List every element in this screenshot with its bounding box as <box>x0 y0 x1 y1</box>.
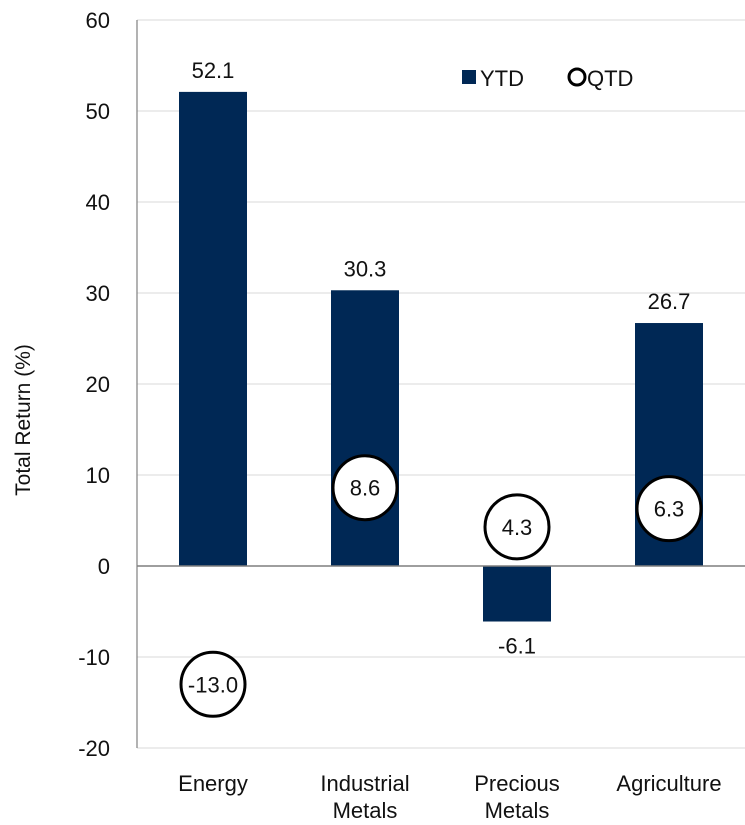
ytd-value-label: 26.7 <box>648 289 691 314</box>
qtd-marker <box>483 493 551 561</box>
x-tick-label: Precious <box>474 771 560 796</box>
y-tick-label: -10 <box>78 645 110 670</box>
qtd-value-label: 8.6 <box>350 476 381 501</box>
ytd-bar <box>331 290 399 566</box>
y-tick-label: 50 <box>86 99 110 124</box>
qtd-marker <box>331 454 399 522</box>
x-tick-label: Agriculture <box>616 771 721 796</box>
legend-ytd-label: YTD <box>480 66 524 91</box>
legend: YTD QTD <box>462 66 633 91</box>
y-tick-label: 10 <box>86 463 110 488</box>
ytd-value-labels: 52.1 30.3 -6.1 26.7 <box>192 58 691 659</box>
y-tick-labels: 60 50 40 30 20 10 0 -10 -20 <box>78 8 110 761</box>
y-tick-label: 30 <box>86 281 110 306</box>
ytd-value-label: 52.1 <box>192 58 235 83</box>
ytd-value-label: 30.3 <box>344 256 387 281</box>
qtd-marker <box>635 475 703 543</box>
y-tick-label: 40 <box>86 190 110 215</box>
ytd-bar <box>179 91 247 566</box>
ytd-bar <box>483 566 551 622</box>
qtd-marker <box>179 650 247 718</box>
legend-ytd-swatch <box>462 70 476 84</box>
ytd-value-label: -6.1 <box>498 634 536 659</box>
x-tick-label: Metals <box>485 798 550 823</box>
qtd-value-label: 6.3 <box>654 497 685 522</box>
x-tick-label: Industrial <box>320 771 409 796</box>
y-tick-label: 0 <box>98 554 110 579</box>
y-tick-label: -20 <box>78 736 110 761</box>
y-tick-label: 20 <box>86 372 110 397</box>
ytd-bars <box>179 91 703 622</box>
qtd-markers: -13.0 8.6 4.3 6.3 <box>179 454 703 718</box>
legend-qtd-swatch <box>567 67 587 87</box>
qtd-value-label: -13.0 <box>188 672 238 697</box>
y-axis-title: Total Return (%) <box>12 344 35 496</box>
qtd-value-label: 4.3 <box>502 515 533 540</box>
x-tick-label: Energy <box>178 771 248 796</box>
y-tick-label: 60 <box>86 8 110 33</box>
legend-qtd-label: QTD <box>587 66 633 91</box>
x-tick-labels: Energy IndustrialMetalsPreciousMetalsAgri… <box>178 771 721 823</box>
x-tick-label: Metals <box>333 798 398 823</box>
